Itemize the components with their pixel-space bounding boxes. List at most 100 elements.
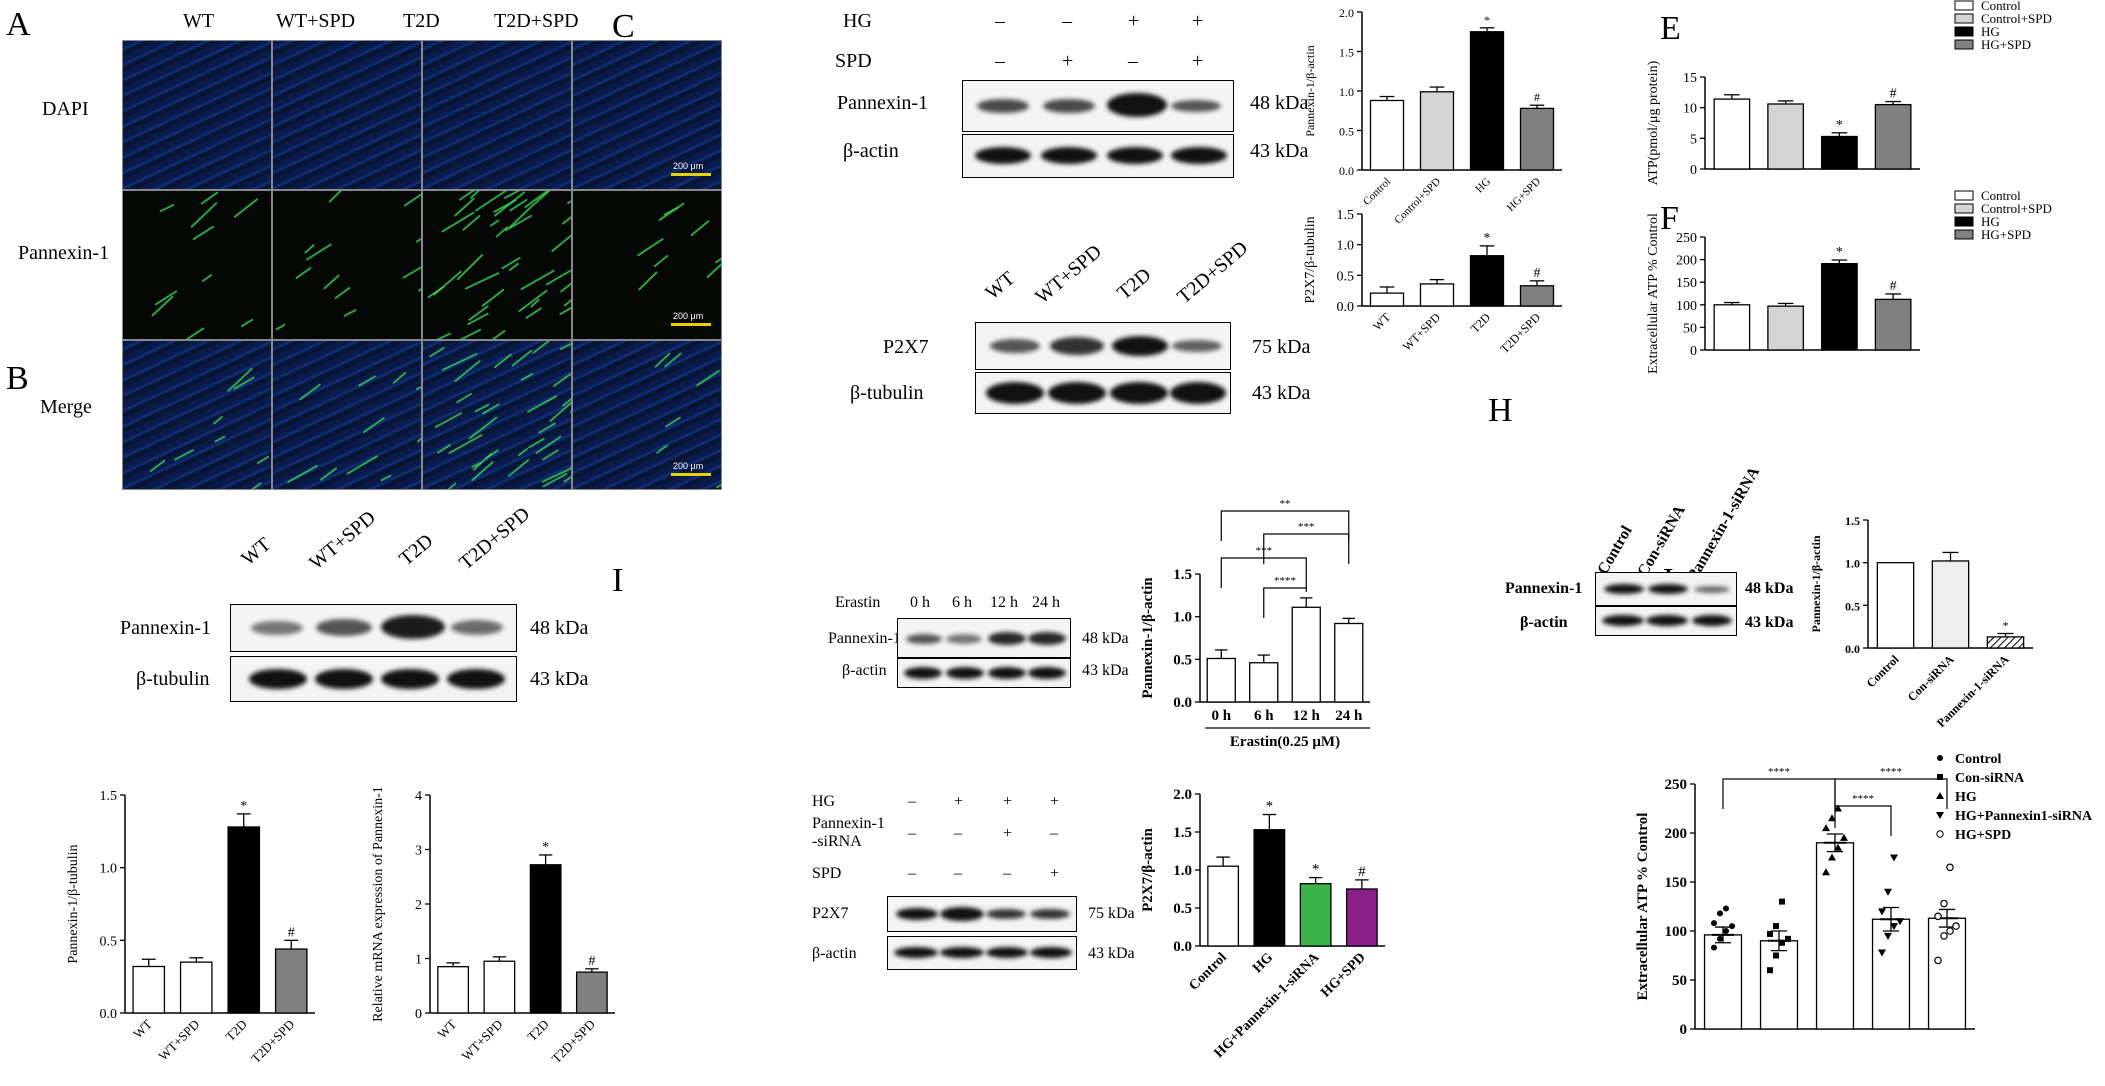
fiber-streak [446, 329, 482, 339]
y-tick-label: 1.5 [1339, 46, 1354, 60]
significance-mark: * [1484, 13, 1490, 27]
bracket-mark: ** [1280, 498, 1291, 510]
bar [483, 960, 516, 1014]
y-tick-label: 2.0 [1339, 6, 1354, 20]
data-point [1934, 956, 1942, 965]
bar [1820, 135, 1858, 170]
micrograph-dapi-0 [122, 40, 272, 190]
bar [1713, 98, 1751, 170]
y-tick-label: 0 [415, 1007, 422, 1022]
panel-g-lane-24h: 24 h [1032, 594, 1060, 611]
panel-h-lane-pannexin-sirna: Pannexin-1-siRNA [1684, 464, 1764, 584]
y-axis-label: Pannexin-1/β-actin [1303, 45, 1317, 136]
legend-swatch [1954, 203, 1974, 214]
chart-E: 0 5 10 15 ATP(pmol/μg protein) * # ControlContr… [1646, 0, 2052, 185]
fiber-streak [447, 433, 483, 455]
panel-c-row2-sign: – [995, 50, 1005, 72]
micrograph-pan-2 [422, 190, 572, 340]
bracket-mark: **** [1274, 575, 1296, 587]
significance-mark: # [1890, 279, 1897, 294]
panel-a-row-dapi: DAPI [42, 98, 89, 120]
fiber-streak [532, 341, 563, 355]
y-tick-label: 0.5 [100, 934, 118, 949]
x-tick-label: Control [1361, 176, 1393, 208]
y-tick-label: 2.0 [1173, 787, 1192, 803]
data-point [1723, 905, 1729, 912]
x-tick-label: WT+SPD [1400, 310, 1444, 354]
data-point [1822, 868, 1830, 876]
fiber-streak [213, 415, 225, 425]
fiber-streak [464, 272, 500, 290]
panel-g-kda-2: 43 kDa [1082, 662, 1129, 679]
panel-i-sign: – [1050, 825, 1058, 842]
panel-c-protein-2: β-actin [843, 140, 899, 162]
fiber-streak [159, 203, 175, 212]
y-tick-label: 2 [415, 898, 422, 913]
panel-b-lane-wt: WT [237, 533, 276, 571]
panel-a-col-wt: WT [183, 10, 215, 32]
y-axis-label: Relative mRNA expression of Pannexin-1 [371, 786, 386, 1022]
fiber-streak [201, 273, 213, 283]
scale-bar [671, 473, 711, 476]
data-point [1773, 923, 1779, 930]
bar [1815, 842, 1855, 1030]
x-tick-label: HG+Pannexin-1-siRNA [1212, 950, 1323, 1061]
significance-mark: * [240, 799, 247, 814]
fiber-streak [295, 266, 313, 280]
significance-mark: # [1358, 864, 1366, 880]
fiber-streak [714, 248, 721, 264]
fiber-streak [256, 455, 270, 465]
chart-H: 0.0 0.5 1.0 1.5 Pannexin-1/β-actin * Control Co… [1809, 514, 2033, 730]
panel-b-kda-2: 43 kDa [530, 668, 589, 690]
x-tick-label: Con-siRNA [1905, 652, 1957, 704]
fiber-streak [401, 265, 421, 280]
panel-i-sign: – [1003, 865, 1011, 882]
panel-d-blot-tubulin [975, 372, 1231, 414]
fiber-streak [174, 449, 195, 462]
data-point [1884, 888, 1892, 896]
panel-letter-e: E [1660, 10, 1681, 47]
fiber-streak [240, 318, 254, 328]
fiber-streak [345, 454, 379, 475]
panel-g-kda-1: 48 kDa [1082, 630, 1129, 647]
y-tick-label: 0.0 [1173, 695, 1192, 711]
bar [1291, 606, 1321, 703]
y-tick-label: 10 [1683, 102, 1697, 117]
panel-g-blot-pannexin [897, 618, 1071, 658]
data-point [1711, 944, 1717, 951]
fiber-streak [249, 482, 263, 489]
y-tick-label: 1.5 [1173, 825, 1192, 841]
legend-label: HG+SPD [1981, 37, 2031, 52]
panel-g-erastin-label: Erastin [835, 594, 881, 611]
fiber-streak [319, 466, 338, 482]
legend-label: Control [1981, 0, 2021, 13]
y-tick-label: 5 [1690, 132, 1697, 147]
fiber-streak [654, 352, 672, 369]
fiber-streak [484, 448, 500, 460]
legend-swatch [1954, 0, 1974, 11]
fiber-streak [468, 416, 498, 440]
significance-bracket [1220, 557, 1307, 588]
bar [1334, 622, 1364, 703]
x-tick-label: Control+SPD [1392, 176, 1443, 227]
significance-mark: * [1312, 862, 1320, 878]
fiber-streak [542, 449, 560, 462]
data-point [1773, 952, 1779, 959]
panel-d-kda-2: 43 kDa [1252, 382, 1311, 404]
legend-marker [1937, 755, 1943, 761]
legend-label: Control [1955, 752, 2002, 767]
fiber-streak [428, 346, 446, 358]
fiber-streak [190, 201, 218, 229]
legend-label: HG [1981, 24, 2000, 39]
y-tick-label: 150 [1676, 276, 1697, 291]
x-tick-label: WT [434, 1016, 459, 1041]
bar [1469, 31, 1505, 171]
bar [1206, 657, 1236, 703]
panel-d-lane-wt: WT [981, 267, 1020, 305]
panel-c-kda-2: 43 kDa [1250, 140, 1309, 162]
bar [1820, 263, 1858, 351]
legend-marker [1937, 774, 1943, 780]
x-tick-label: T2D [222, 1017, 249, 1044]
fiber-streak [658, 202, 685, 222]
